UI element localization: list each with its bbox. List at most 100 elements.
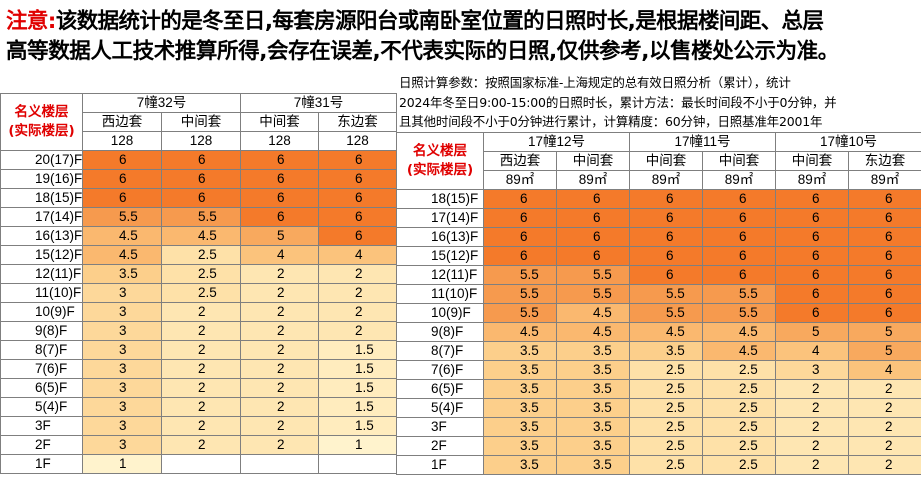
sunlight-hours-cell: 3 — [82, 359, 162, 379]
sunlight-hours-cell: 5 — [775, 322, 850, 342]
floor-label-line-2: (实际楼层) — [8, 123, 75, 139]
unit-area: 89㎡ — [848, 170, 921, 190]
sunlight-hours-cell: 1.5 — [318, 416, 397, 436]
sunlight-hours-cell: 5.5 — [483, 284, 557, 304]
sunlight-hours-cell: 4.5 — [555, 303, 631, 323]
sunlight-hours-cell: 6 — [702, 227, 777, 247]
sunlight-hours-cell: 3 — [82, 435, 162, 455]
sunlight-hours-cell: 6 — [555, 189, 631, 209]
floor-name: 20(17)F — [0, 150, 83, 170]
notice-prefix: 注意: — [6, 9, 56, 34]
sunlight-hours-cell: 2 — [318, 283, 397, 303]
sunlight-hours-cell: 6 — [318, 150, 397, 170]
sunlight-hours-cell: 6 — [629, 265, 704, 285]
floor-name: 12(11)F — [0, 264, 83, 284]
floor-row: 8(7)F 3 2 2 1.5 — [0, 340, 397, 360]
floor-name: 7(6)F — [396, 360, 484, 380]
building-name: 17幢12号 — [482, 132, 631, 152]
floor-row: 17(14)F 5.5 5.5 6 6 — [0, 207, 397, 227]
sunlight-hours-cell: 6 — [555, 246, 631, 266]
building-name: 17幢10号 — [775, 132, 921, 152]
sunlight-hours-cell: 6 — [848, 208, 921, 228]
floor-row: 3F 3 2 2 1.5 — [0, 416, 397, 436]
sunlight-hours-cell: 2 — [318, 264, 397, 284]
sunlight-hours-cell: 6 — [161, 169, 241, 189]
floor-name: 11(10)F — [0, 283, 83, 303]
floor-row: 10(9)F 3 2 2 2 — [0, 302, 397, 322]
floor-row: 10(9)F 5.5 4.5 5.5 5.5 6 6 — [396, 303, 921, 323]
sunlight-hours-cell: 5.5 — [702, 303, 777, 323]
sunlight-hours-cell: 2 — [161, 416, 241, 436]
sunlight-hours-cell: 5.5 — [82, 207, 162, 227]
sunlight-hours-cell: 6 — [629, 189, 704, 209]
sunlight-hours-cell: 5 — [848, 341, 921, 361]
params-line-3: 且其他时间段不小于0分钟进行累计，计算精度：60分钟，日照基准年2001年 — [399, 114, 823, 129]
unit-area: 89㎡ — [775, 170, 850, 190]
building-name: 7幢32号 — [82, 93, 241, 113]
floor-row: 11(10)F 5.5 5.5 5.5 5.5 6 6 — [396, 284, 921, 304]
floor-label-header: 名义楼层 (实际楼层) — [396, 132, 484, 190]
sunlight-hours-cell: 3.5 — [629, 341, 704, 361]
sunlight-hours-cell: 2 — [775, 417, 850, 437]
unit-area: 89㎡ — [702, 170, 777, 190]
sunlight-hours-cell: 3.5 — [483, 436, 557, 456]
right-sunlight-table: 名义楼层 (实际楼层) 17幢12号 17幢11号 17幢10号 西边套 中间套 中间套 中间套… — [396, 132, 921, 475]
sunlight-hours-cell: 2 — [848, 379, 921, 399]
sunlight-hours-cell: 3 — [82, 340, 162, 360]
sunlight-hours-cell: 2.5 — [702, 436, 777, 456]
sunlight-hours-cell: 3.5 — [82, 264, 162, 284]
floor-name: 9(8)F — [396, 322, 484, 342]
sunlight-hours-cell: 2 — [161, 321, 241, 341]
sunlight-hours-cell: 2 — [240, 302, 319, 322]
sunlight-hours-cell: 6 — [82, 150, 162, 170]
floor-row: 5(4)F 3 2 2 1.5 — [0, 397, 397, 417]
sunlight-hours-cell: 6 — [82, 169, 162, 189]
sunlight-hours-cell: 2 — [848, 436, 921, 456]
floor-name: 12(11)F — [396, 265, 484, 285]
sunlight-hours-cell: 2.5 — [629, 360, 704, 380]
sunlight-hours-cell: 5 — [240, 226, 319, 246]
floor-row: 5(4)F 3.5 3.5 2.5 2.5 2 2 — [396, 398, 921, 418]
sunlight-hours-cell: 1.5 — [318, 397, 397, 417]
floor-name: 6(5)F — [0, 378, 83, 398]
sunlight-hours-cell: 2 — [240, 359, 319, 379]
floor-label-line-1: 名义楼层 — [413, 143, 467, 159]
sunlight-hours-cell: 2 — [318, 302, 397, 322]
floor-label-line-2: (实际楼层) — [406, 162, 474, 178]
sunlight-hours-cell: 2 — [161, 397, 241, 417]
sunlight-hours-cell: 3 — [82, 416, 162, 436]
sunlight-hours-cell: 5.5 — [555, 265, 631, 285]
sunlight-hours-cell: 4 — [848, 360, 921, 380]
sunlight-hours-cell: 2 — [775, 398, 850, 418]
sunlight-hours-cell: 5 — [848, 322, 921, 342]
floor-name: 7(6)F — [0, 359, 83, 379]
sunlight-hours-cell: 6 — [775, 284, 850, 304]
sunlight-hours-cell: 5.5 — [161, 207, 241, 227]
floor-name: 9(8)F — [0, 321, 83, 341]
sunlight-hours-cell: 6 — [848, 227, 921, 247]
floor-row: 17(14)F 6 6 6 6 6 6 — [396, 208, 921, 228]
sunlight-hours-cell: 2 — [161, 302, 241, 322]
sunlight-hours-cell: 3 — [82, 321, 162, 341]
unit-name: 中间套 — [555, 151, 631, 171]
floor-name: 1F — [396, 455, 484, 475]
sunlight-hours-cell: 5.5 — [702, 284, 777, 304]
sunlight-hours-cell: 6 — [629, 208, 704, 228]
floor-row: 11(10)F 3 2.5 2 2 — [0, 283, 397, 303]
sunlight-hours-cell: 3.5 — [555, 379, 631, 399]
floor-name: 16(13)F — [0, 226, 83, 246]
floor-row: 9(8)F 3 2 2 2 — [0, 321, 397, 341]
sunlight-hours-cell: 6 — [318, 226, 397, 246]
sunlight-hours-cell: 4.5 — [702, 341, 777, 361]
area-row: 89㎡ 89㎡ 89㎡ 89㎡ 89㎡ 89㎡ — [397, 170, 921, 190]
floor-row: 20(17)F 6 6 6 6 — [0, 150, 397, 170]
floor-row: 2F 3.5 3.5 2.5 2.5 2 2 — [396, 436, 921, 456]
sunlight-hours-cell: 3 — [82, 378, 162, 398]
sunlight-hours-cell: 4 — [318, 245, 397, 265]
sunlight-hours-cell: 6 — [775, 265, 850, 285]
sunlight-hours-cell: 6 — [240, 150, 319, 170]
calc-params: 日照计算参数：按照国家标准-上海规定的总有效日照分析（累计），统计 2024年冬… — [396, 73, 921, 132]
building-name: 7幢31号 — [240, 93, 397, 113]
sunlight-hours-cell: 4 — [775, 341, 850, 361]
sunlight-hours-cell: 3 — [82, 397, 162, 417]
